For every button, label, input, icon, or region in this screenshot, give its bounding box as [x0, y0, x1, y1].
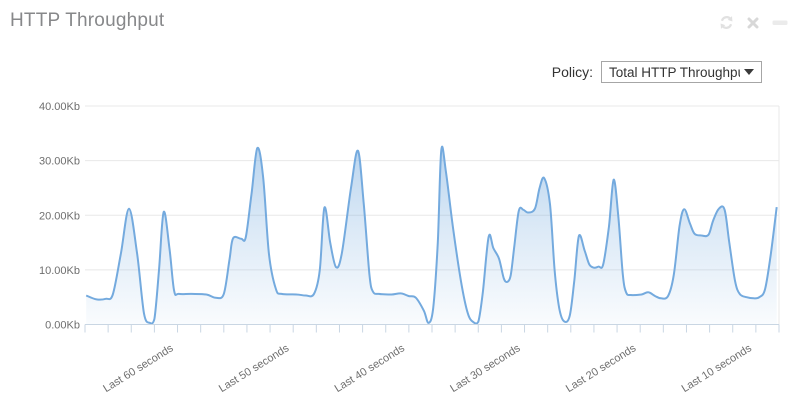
area-series [85, 145, 778, 325]
x-axis-label: Last 10 seconds [680, 342, 755, 395]
refresh-button[interactable] [719, 15, 734, 30]
x-axis-label: Last 60 seconds [101, 342, 176, 395]
y-axis-label: 0.00Kb [45, 320, 80, 332]
minimize-icon [772, 20, 788, 25]
close-button[interactable] [747, 17, 759, 29]
policy-row: Policy: Total HTTP Throughput [552, 61, 762, 83]
policy-select[interactable]: Total HTTP Throughput [601, 61, 762, 83]
x-axis-label: Last 50 seconds [217, 342, 292, 395]
widget-toolbar [719, 15, 788, 30]
close-icon [747, 17, 759, 28]
y-axis-label: 40.00Kb [39, 101, 80, 113]
throughput-area-fill [86, 146, 777, 325]
x-axis-label: Last 30 seconds [448, 342, 523, 395]
y-axis-label: 20.00Kb [39, 210, 80, 222]
y-axis-label: 30.00Kb [39, 156, 80, 168]
y-axis-label: 10.00Kb [39, 265, 80, 277]
x-axis-label: Last 20 seconds [564, 342, 639, 395]
gridlines [85, 105, 780, 333]
policy-label: Policy: [551, 64, 593, 80]
widget-title: HTTP Throughput [10, 10, 165, 31]
axis-labels: 40.00Kb 30.00Kb 20.00Kb 10.00Kb 0.00Kb Last 6… [39, 101, 754, 395]
minimize-button[interactable] [772, 20, 788, 26]
refresh-icon [720, 16, 733, 29]
throughput-line [85, 145, 778, 325]
dropdown-arrow-icon [744, 69, 754, 75]
policy-selected-value: Total HTTP Throughput [609, 64, 740, 80]
x-axis-label: Last 40 seconds [333, 342, 408, 395]
x-axis [84, 324, 780, 333]
